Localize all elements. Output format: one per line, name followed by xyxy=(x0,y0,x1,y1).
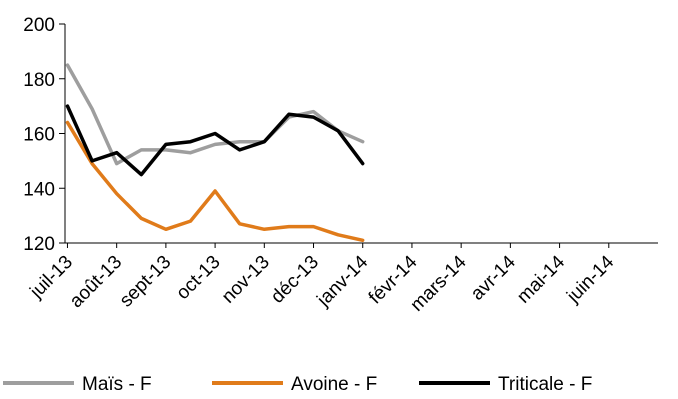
y-tick-label: 180 xyxy=(23,70,55,91)
legend-label-0: Maïs - F xyxy=(82,374,152,395)
x-tick-label: sept-13 xyxy=(116,252,176,312)
series-line-1 xyxy=(65,120,365,243)
x-tick-label: juin-14 xyxy=(562,251,618,307)
x-tick-label: nov-13 xyxy=(218,252,274,308)
y-tick-label: 200 xyxy=(23,15,55,36)
series-line-0 xyxy=(65,63,365,166)
y-tick-label: 140 xyxy=(23,179,55,200)
series-layer xyxy=(65,63,365,243)
axes: 120140160180200juil-13août-13sept-13oct-… xyxy=(23,15,658,316)
x-tick-label: août-13 xyxy=(66,252,126,312)
legend-label-1: Avoine - F xyxy=(291,374,377,395)
y-tick-label: 160 xyxy=(23,125,55,146)
x-tick-label: janv-14 xyxy=(313,251,373,311)
x-tick-label: oct-13 xyxy=(172,252,224,304)
x-tick-label: avr-14 xyxy=(467,251,520,304)
x-tick-label: mars-14 xyxy=(407,251,471,315)
x-tick-label: mai-14 xyxy=(513,251,569,307)
legend-label-2: Triticale - F xyxy=(498,374,592,395)
series-line-2 xyxy=(65,104,365,177)
legend: Maïs - F Avoine - F Triticale - F xyxy=(3,374,592,395)
y-tick-label: 120 xyxy=(23,234,55,255)
x-tick-label: déc-13 xyxy=(267,252,323,308)
